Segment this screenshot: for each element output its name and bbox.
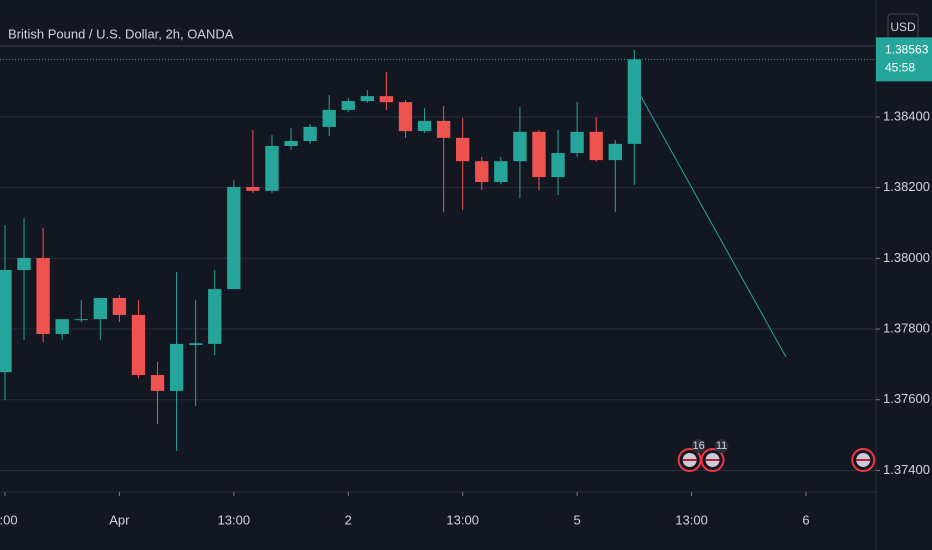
candle-body [303, 126, 317, 142]
x-tick-label: 2 [345, 512, 352, 527]
candle-body [513, 131, 527, 162]
candle-body [284, 141, 298, 146]
candle-body [74, 319, 88, 321]
candle-body [169, 343, 184, 391]
candle-body [93, 297, 107, 320]
candle-body [0, 270, 12, 373]
event-count: 16 [693, 440, 705, 452]
candle-body [532, 131, 546, 178]
x-tick-label: 13:00 [218, 512, 251, 527]
candle-body [341, 101, 355, 110]
last-price-label: 1.38563 [885, 43, 929, 57]
x-tick-label: 13:00 [446, 512, 479, 527]
trend-line[interactable] [635, 87, 787, 358]
x-tick-label: 5 [574, 512, 581, 527]
event-count-badge [714, 439, 729, 453]
candle-body [570, 131, 584, 154]
candle-body [227, 186, 241, 290]
candle-body [36, 258, 50, 335]
event-count: 11 [716, 440, 727, 452]
candle-body [608, 143, 622, 161]
candle-body [246, 186, 260, 191]
candle-body [589, 131, 603, 161]
candle-body [475, 161, 489, 183]
axis-layer: 1.38400 1.38200 1.38000 1.37800 1.37600 1.374… [0, 37, 932, 527]
candle-body [112, 297, 127, 315]
candle-body [265, 145, 279, 191]
countdown-label: 45:58 [885, 61, 915, 75]
candle-body [55, 319, 69, 335]
y-tick-label: 1.38000 [883, 250, 930, 265]
grid-layer [0, 116, 876, 471]
x-tick-label: Apr [109, 512, 130, 527]
y-tick-label: 1.38400 [883, 108, 930, 123]
last-price-box [876, 37, 932, 82]
candle-body [417, 120, 432, 132]
y-tick-label: 1.38200 [883, 179, 930, 194]
candle-body [131, 314, 146, 376]
candle-body [322, 109, 336, 127]
candle-body [17, 258, 31, 271]
y-tick-label: 1.37600 [883, 391, 930, 406]
plot-layer: 16 11 [0, 49, 876, 472]
currency-label: USD [890, 20, 916, 34]
candle-body [551, 153, 565, 178]
x-tick-label: 6 [802, 512, 809, 527]
candle-body [627, 59, 642, 144]
candle-body [494, 161, 508, 183]
y-tick-label: 1.37400 [883, 462, 930, 477]
event-count-badge [691, 439, 706, 453]
candle-body [360, 96, 375, 102]
candle-body [456, 137, 470, 162]
candle-body [398, 102, 413, 132]
x-tick-label: 13:00 [675, 512, 708, 527]
candle-body [379, 96, 394, 103]
candle-body [436, 120, 451, 138]
candle-body [189, 343, 203, 345]
chart-title: British Pound / U.S. Dollar, 2h, OANDA [8, 26, 234, 41]
x-tick-label: 3:00 [0, 512, 18, 527]
candle-body [208, 289, 222, 344]
y-tick-label: 1.37800 [883, 320, 930, 335]
candle-body [150, 375, 165, 391]
